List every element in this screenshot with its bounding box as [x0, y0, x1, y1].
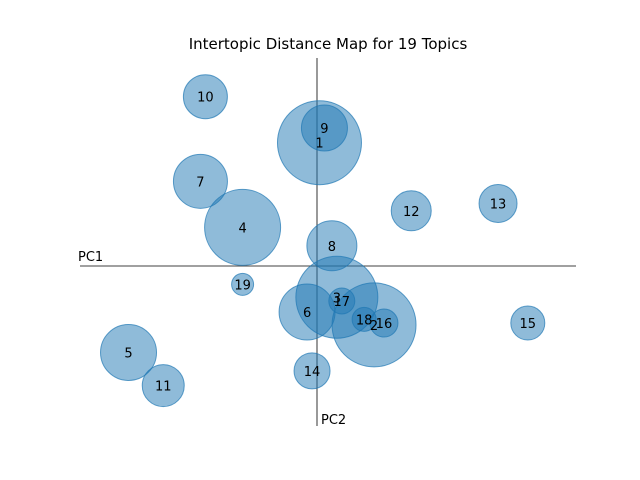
- topic-bubble-14[interactable]: [293, 352, 331, 390]
- topic-bubble-15[interactable]: [510, 305, 546, 341]
- topic-bubble-7[interactable]: [172, 153, 228, 209]
- topic-label-18: 18: [356, 313, 373, 328]
- topic-label-12: 12: [403, 205, 420, 220]
- topic-bubble-5[interactable]: [100, 323, 158, 381]
- topic-label-4: 4: [238, 221, 246, 236]
- topic-label-6: 6: [303, 306, 311, 321]
- topic-label-11: 11: [155, 380, 172, 395]
- topic-label-8: 8: [328, 240, 336, 255]
- x-axis-label: PC1: [78, 250, 103, 265]
- topic-bubble-17[interactable]: [328, 287, 356, 315]
- topic-label-17: 17: [334, 295, 351, 310]
- topic-label-10: 10: [197, 91, 214, 106]
- topic-label-14: 14: [304, 365, 321, 380]
- topic-bubble-8[interactable]: [306, 220, 358, 272]
- topic-label-5: 5: [124, 346, 132, 361]
- topic-label-2: 2: [370, 319, 378, 334]
- topic-bubble-9[interactable]: [300, 104, 348, 152]
- topic-label-7: 7: [196, 175, 204, 190]
- y-axis-label: PC2: [321, 413, 346, 428]
- topic-label-9: 9: [320, 122, 328, 137]
- topic-label-16: 16: [376, 317, 393, 332]
- topic-bubble-18[interactable]: [351, 306, 377, 332]
- topic-bubble-13[interactable]: [478, 183, 518, 223]
- topic-bubble-19[interactable]: [231, 272, 255, 296]
- topic-label-3: 3: [333, 291, 341, 306]
- topic-bubble-10[interactable]: [182, 74, 228, 120]
- topic-label-13: 13: [490, 197, 507, 212]
- topic-bubble-4[interactable]: [204, 188, 282, 266]
- chart-title: Intertopic Distance Map for 19 Topics: [189, 35, 468, 53]
- topic-bubble-11[interactable]: [141, 364, 185, 408]
- topic-label-19: 19: [234, 278, 251, 293]
- topic-bubble-12[interactable]: [390, 190, 432, 232]
- topic-label-15: 15: [520, 317, 537, 332]
- bubbles-layer: [100, 74, 546, 408]
- topic-label-1: 1: [315, 137, 323, 152]
